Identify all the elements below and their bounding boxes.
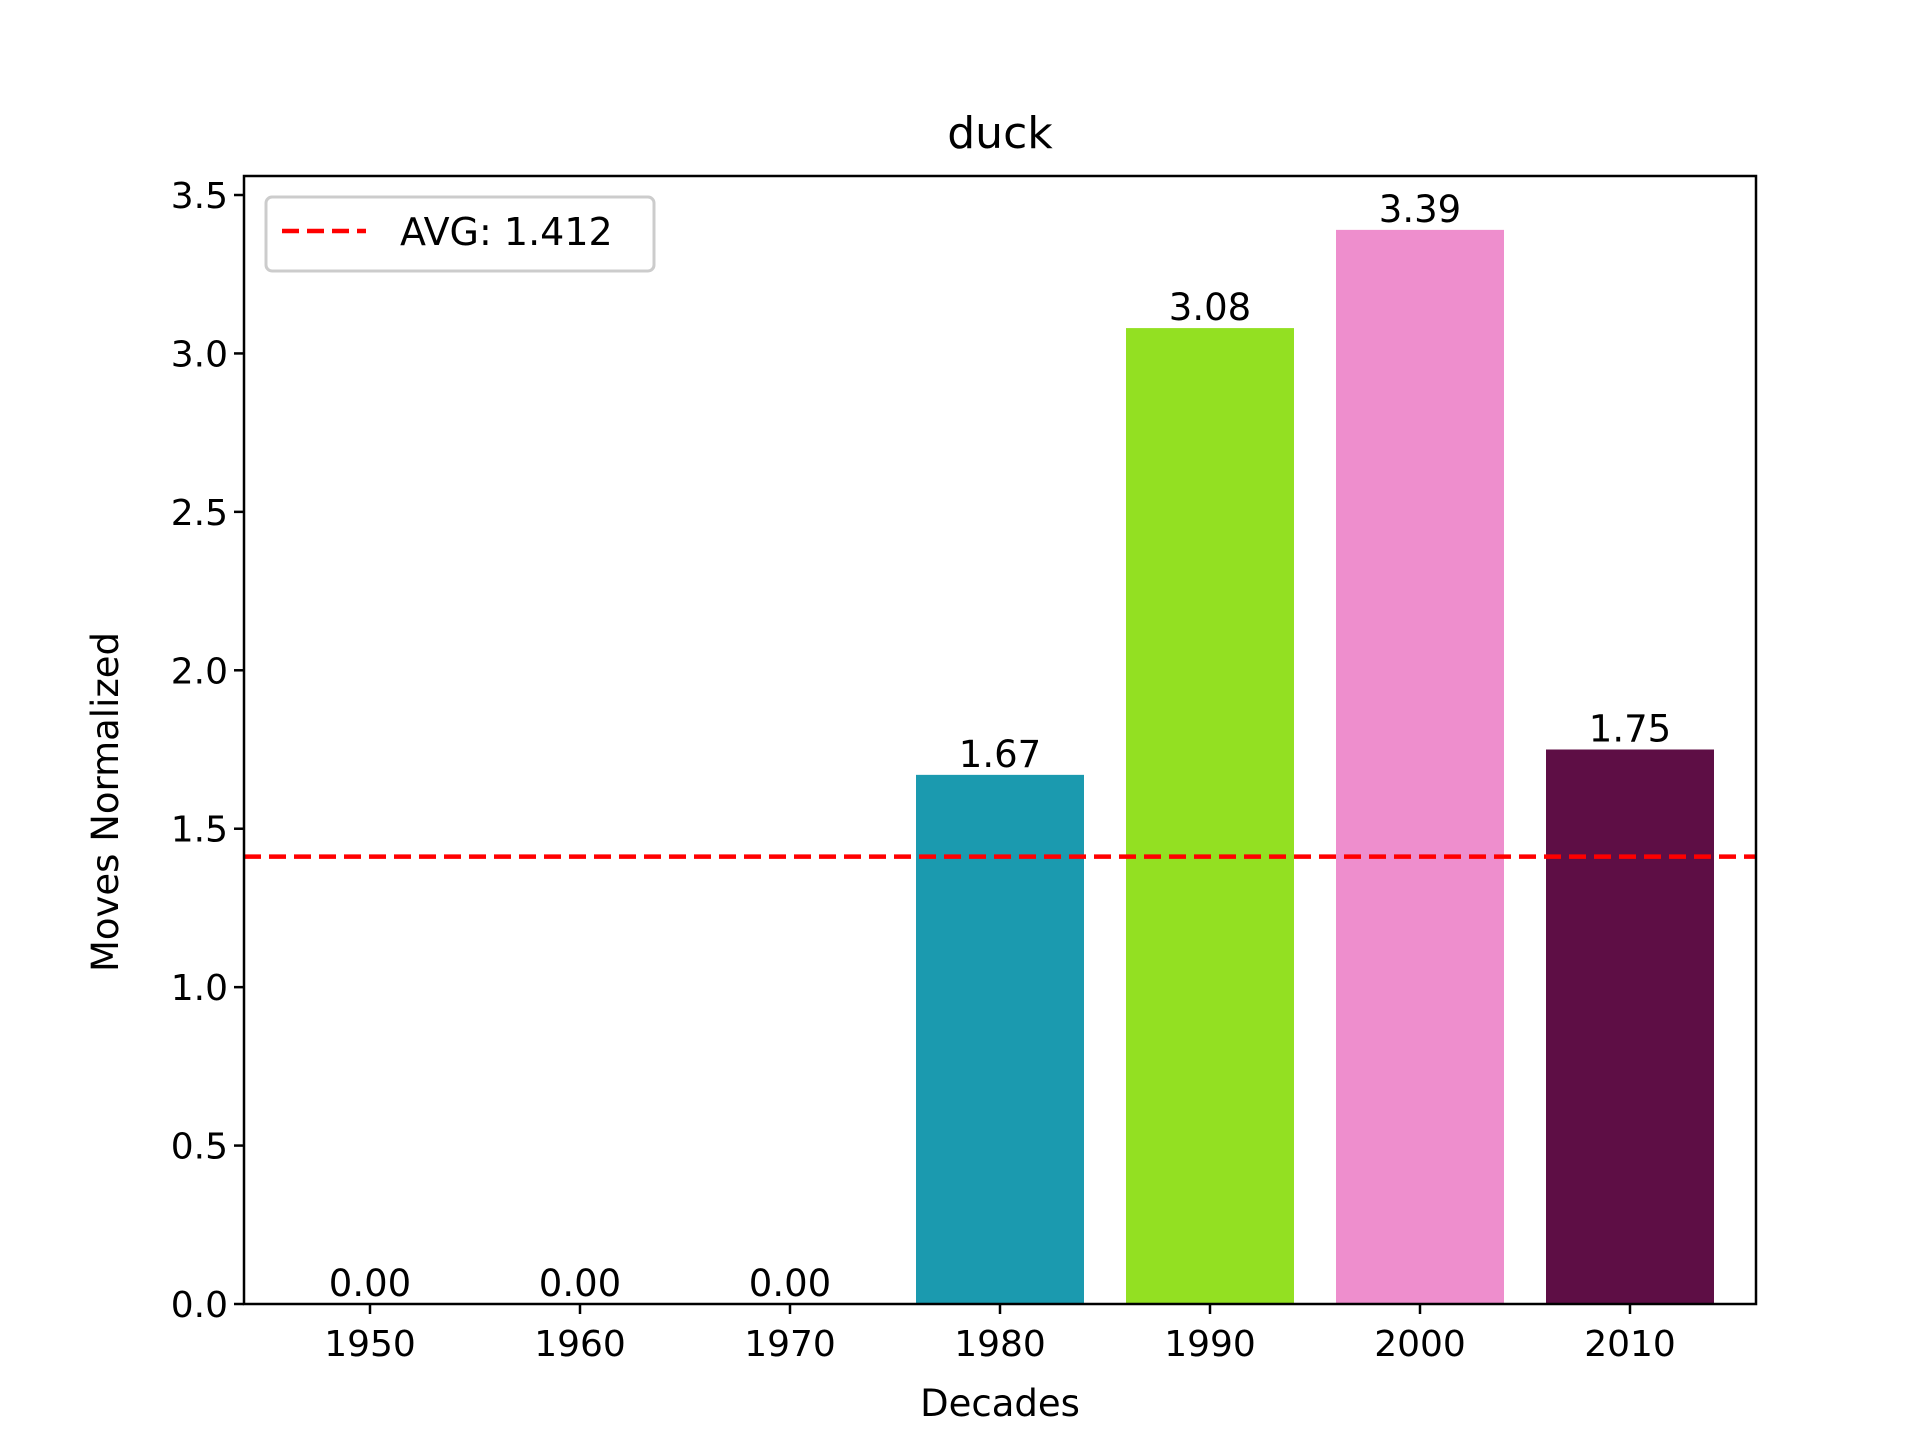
bar-value-label-1970: 0.00 — [749, 1262, 831, 1305]
y-axis-title: Moves Normalized — [84, 632, 127, 972]
legend-avg-label: AVG: 1.412 — [400, 210, 613, 254]
y-tick-label: 0.5 — [171, 1127, 228, 1168]
bar-value-label-1960: 0.00 — [539, 1262, 621, 1305]
bar-1980 — [916, 774, 1084, 1304]
bar-value-label-2000: 3.39 — [1379, 188, 1461, 231]
chart-title: duck — [947, 108, 1053, 159]
x-axis-title: Decades — [920, 1382, 1080, 1425]
y-tick-label: 3.5 — [171, 176, 228, 217]
x-ticks-layer: 1950 1960 1970 1980 1990 2000 2010 — [324, 1304, 1676, 1365]
y-tick-label: 0.0 — [171, 1285, 228, 1326]
legend-frame — [264, 195, 656, 273]
y-tick-label: 3.0 — [171, 334, 228, 375]
bar-value-label-2010: 1.75 — [1589, 708, 1671, 751]
x-tick-label: 1990 — [1164, 1324, 1256, 1365]
y-tick-label: 1.0 — [171, 968, 228, 1009]
bar-2010 — [1546, 749, 1714, 1304]
y-tick-label: 1.5 — [171, 810, 228, 851]
bar-value-label-1950: 0.00 — [329, 1262, 411, 1305]
bar-labels-layer: 0.00 0.00 0.00 1.67 3.08 3.39 1.75 — [329, 188, 1671, 1305]
x-tick-label: 1970 — [744, 1324, 836, 1365]
bar-value-label-1980: 1.67 — [959, 733, 1041, 776]
x-tick-label: 2000 — [1374, 1324, 1466, 1365]
y-tick-label: 2.5 — [171, 493, 228, 534]
y-ticks-layer: 0.0 0.5 1.0 1.5 2.0 2.5 3.0 3.5 — [171, 176, 244, 1326]
bar-2000 — [1336, 229, 1504, 1304]
x-tick-label: 2010 — [1584, 1324, 1676, 1365]
bars-layer — [916, 229, 1714, 1305]
y-tick-label: 2.0 — [171, 651, 228, 692]
x-tick-label: 1980 — [954, 1324, 1046, 1365]
x-tick-label: 1960 — [534, 1324, 626, 1365]
x-tick-label: 1950 — [324, 1324, 416, 1365]
bar-1990 — [1126, 328, 1294, 1305]
legend: AVG: 1.412 — [264, 195, 656, 273]
bar-value-label-1990: 3.08 — [1169, 286, 1251, 329]
